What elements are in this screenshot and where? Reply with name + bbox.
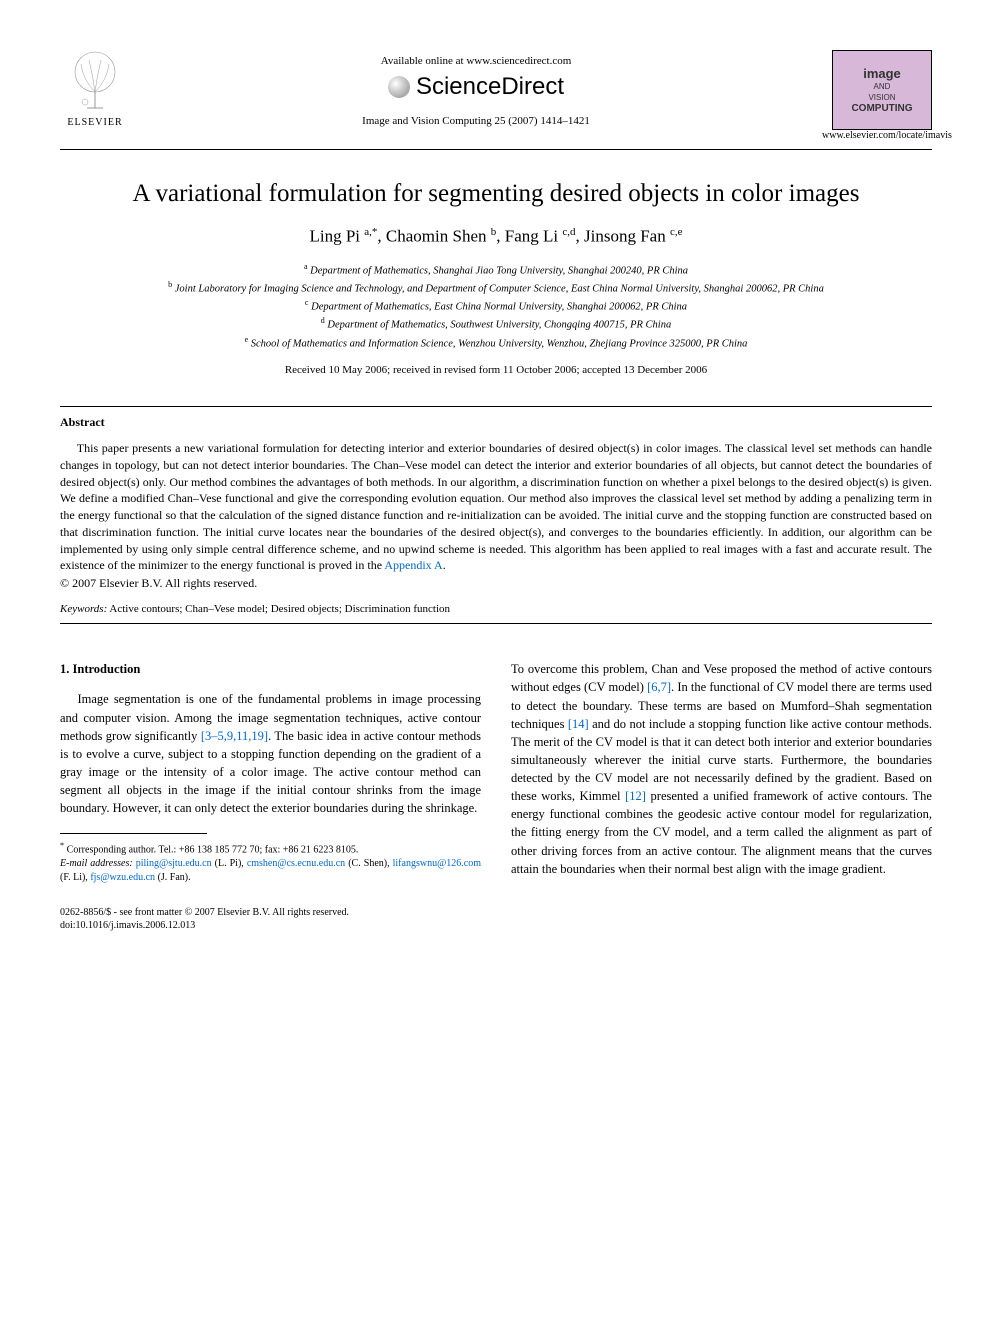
journal-box-and: AND <box>874 82 891 91</box>
corresponding-author-note: * Corresponding author. Tel.: +86 138 18… <box>60 840 481 857</box>
authors-line: Ling Pi a,*, Chaomin Shen b, Fang Li c,d… <box>60 226 932 247</box>
affiliation-line: a Department of Mathematics, Shanghai Ji… <box>60 261 932 279</box>
keywords-text: Active contours; Chan–Vese model; Desire… <box>107 603 450 615</box>
elsevier-logo: ELSEVIER <box>60 50 130 128</box>
footer-line-1: 0262-8856/$ - see front matter © 2007 El… <box>60 906 932 919</box>
article-title: A variational formulation for segmenting… <box>60 180 932 208</box>
body-columns: 1. Introduction Image segmentation is on… <box>60 660 932 884</box>
ref-link-14[interactable]: [14] <box>568 717 589 731</box>
abstract-bottom-rule <box>60 623 932 624</box>
page-header: ELSEVIER Available online at www.science… <box>60 50 932 141</box>
affiliations-block: a Department of Mathematics, Shanghai Ji… <box>60 261 932 352</box>
journal-box-computing: COMPUTING <box>851 103 912 114</box>
affiliation-line: d Department of Mathematics, Southwest U… <box>60 315 932 333</box>
sciencedirect-ball-icon <box>388 76 410 98</box>
abstract-text-main: This paper presents a new variational fo… <box>60 441 932 573</box>
email-link[interactable]: piling@sjtu.edu.cn <box>136 858 212 869</box>
elsevier-tree-icon <box>65 50 125 115</box>
intro-paragraph-left: Image segmentation is one of the fundame… <box>60 690 481 817</box>
abstract-heading: Abstract <box>60 415 932 430</box>
citation-line: Image and Vision Computing 25 (2007) 141… <box>130 115 822 127</box>
left-column: 1. Introduction Image segmentation is on… <box>60 660 481 884</box>
email-link[interactable]: fjs@wzu.edu.cn <box>90 872 155 883</box>
footnote-rule <box>60 833 207 834</box>
journal-cover-icon: image AND VISION COMPUTING <box>832 50 932 130</box>
email-label: E-mail addresses: <box>60 858 133 869</box>
email-addresses-line: E-mail addresses: piling@sjtu.edu.cn (L.… <box>60 857 481 884</box>
right-column: To overcome this problem, Chan and Vese … <box>511 660 932 884</box>
article-dates: Received 10 May 2006; received in revise… <box>60 364 932 376</box>
abstract-tail: . <box>443 558 446 572</box>
affiliation-line: e School of Mathematics and Information … <box>60 334 932 352</box>
affiliation-line: c Department of Mathematics, East China … <box>60 297 932 315</box>
sciencedirect-logo: ScienceDirect <box>130 73 822 101</box>
abstract-body: This paper presents a new variational fo… <box>60 440 932 574</box>
section-1-heading: 1. Introduction <box>60 660 481 678</box>
center-header: Available online at www.sciencedirect.co… <box>130 50 822 127</box>
abstract-top-rule <box>60 406 932 407</box>
abstract-copyright: © 2007 Elsevier B.V. All rights reserved… <box>60 576 932 591</box>
journal-box-vision: VISION <box>868 93 895 102</box>
affiliation-line: b Joint Laboratory for Imaging Science a… <box>60 279 932 297</box>
ref-link-6-7[interactable]: [6,7] <box>647 680 671 694</box>
sciencedirect-text: ScienceDirect <box>416 73 564 101</box>
email-link[interactable]: cmshen@cs.ecnu.edu.cn <box>247 858 345 869</box>
intro-paragraph-right: To overcome this problem, Chan and Vese … <box>511 660 932 878</box>
journal-box-line1: image <box>863 66 901 81</box>
keywords-label: Keywords: <box>60 603 107 615</box>
footnotes-block: * Corresponding author. Tel.: +86 138 18… <box>60 840 481 884</box>
ref-link-3-19[interactable]: [3–5,9,11,19] <box>201 729 268 743</box>
journal-url: www.elsevier.com/locate/imavis <box>822 130 932 141</box>
available-online-text: Available online at www.sciencedirect.co… <box>130 55 822 67</box>
email-link[interactable]: lifangswnu@126.com <box>393 858 481 869</box>
elsevier-label: ELSEVIER <box>67 117 122 128</box>
journal-logo-block: image AND VISION COMPUTING www.elsevier.… <box>822 50 932 141</box>
header-rule <box>60 149 932 150</box>
asterisk-icon: * <box>60 841 64 850</box>
keywords-line: Keywords: Active contours; Chan–Vese mod… <box>60 603 932 615</box>
footer-doi: doi:10.1016/j.imavis.2006.12.013 <box>60 919 932 932</box>
page-footer: 0262-8856/$ - see front matter © 2007 El… <box>60 906 932 932</box>
appendix-link[interactable]: Appendix A <box>384 558 442 572</box>
ref-link-12[interactable]: [12] <box>625 789 646 803</box>
corresponding-text: Corresponding author. Tel.: +86 138 185 … <box>67 845 359 856</box>
